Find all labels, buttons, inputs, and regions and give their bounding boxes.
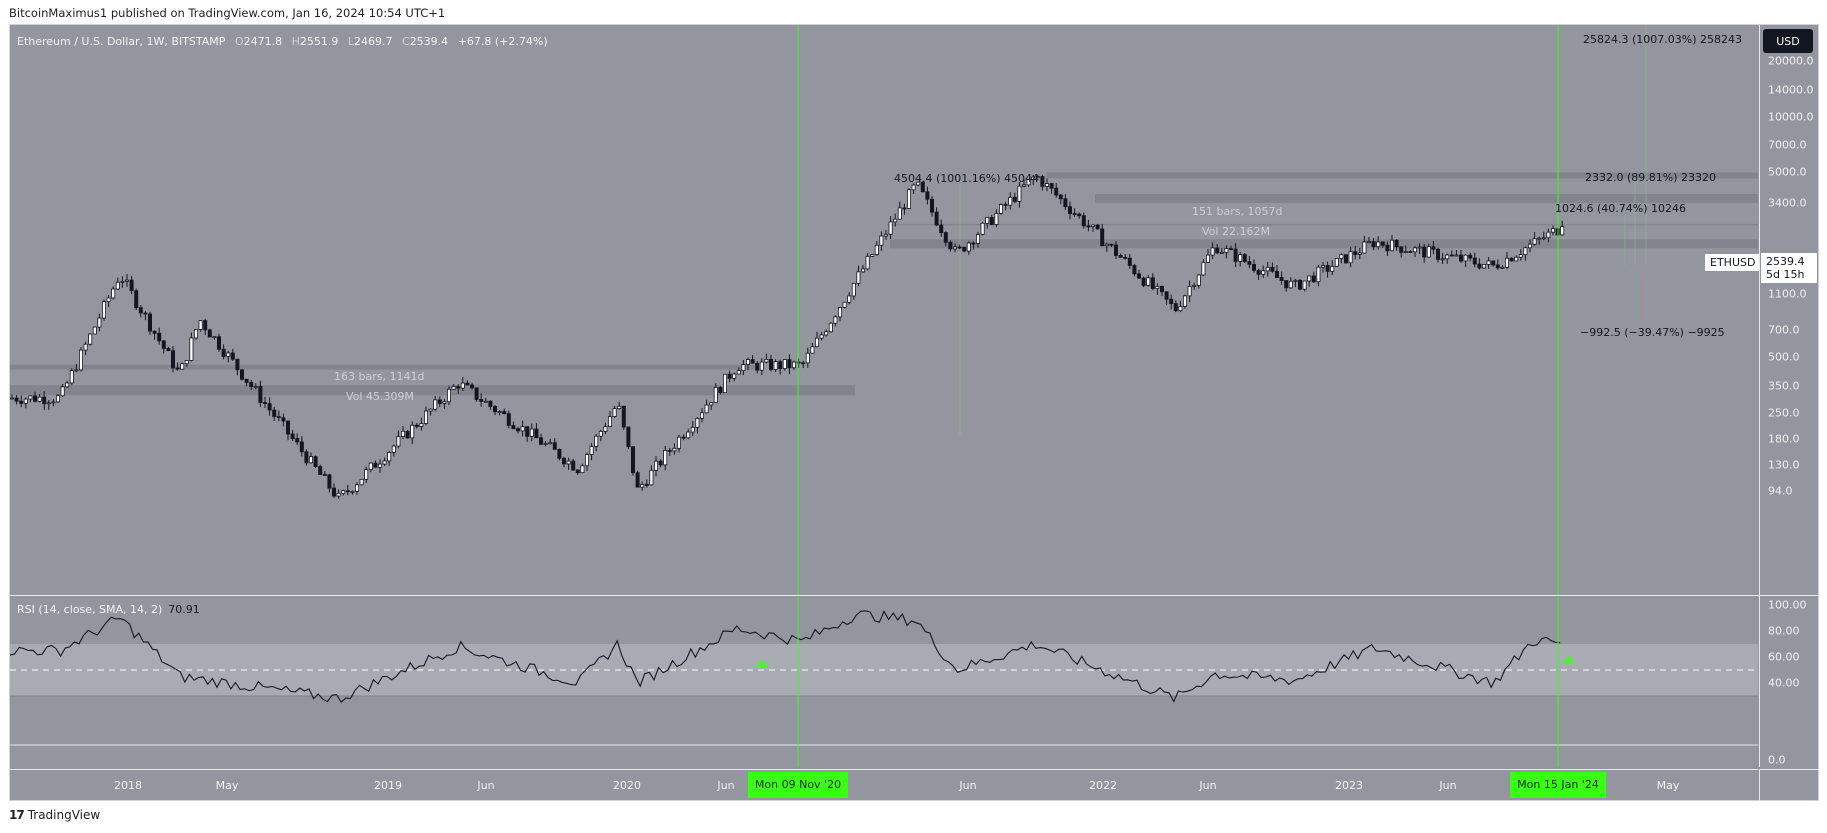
- price-axis[interactable]: USD 20000.0 14000.0 10000.0 7000.0 5000.0 340…: [1759, 25, 1819, 767]
- time-tick: Jun: [477, 779, 495, 792]
- close-value: 2539.4: [409, 35, 449, 48]
- time-tick: 2019: [374, 779, 402, 792]
- time-tick: May: [215, 779, 239, 792]
- measure-label-3: 2332.0 (89.81%) 23320: [1585, 171, 1717, 184]
- rsi-value: 70.91: [168, 603, 200, 616]
- pane-divider[interactable]: [10, 595, 1818, 596]
- range1-bars-label: 163 bars, 1141d: [334, 370, 425, 383]
- low-value: 2469.7: [354, 35, 393, 48]
- range2-bars-label: 151 bars, 1057d: [1192, 205, 1283, 218]
- measure-label-2: 25824.3 (1007.03%) 258243: [1583, 33, 1742, 46]
- publisher-line: BitcoinMaximus1 published on TradingView…: [9, 6, 446, 20]
- tradingview-logo-icon: 17: [9, 808, 25, 822]
- price-tick: 700.0: [1768, 323, 1800, 337]
- price-tick: 3400.0: [1768, 196, 1807, 210]
- rsi-legend: RSI (14, close, SMA, 14, 2) 70.91: [17, 603, 200, 616]
- rsi-label: RSI (14, close, SMA, 14, 2): [17, 603, 163, 616]
- crosshair-date-label: Mon 09 Nov '20: [747, 772, 849, 798]
- high-value: 2551.9: [299, 35, 339, 48]
- open-value: 2471.8: [243, 35, 283, 48]
- rsi-tick: 40.00: [1768, 676, 1800, 690]
- rsi-chart: [10, 597, 1758, 767]
- time-tick: Jun: [717, 779, 735, 792]
- last-price: 2539.4: [1766, 255, 1805, 268]
- symbol-title: Ethereum / U.S. Dollar, 1W, BITSTAMP: [17, 35, 226, 48]
- time-tick: May: [1656, 779, 1680, 792]
- time-tick: 2022: [1089, 779, 1117, 792]
- price-tick: 5000.0: [1768, 165, 1807, 179]
- rsi-pane[interactable]: RSI (14, close, SMA, 14, 2) 70.91: [10, 597, 1758, 767]
- price-tick: 10000.0: [1768, 110, 1814, 124]
- rsi-tick: 80.00: [1768, 624, 1800, 638]
- price-tick: 180.0: [1768, 432, 1800, 446]
- measure-label-5: −992.5 (−39.47%) −9925: [1580, 326, 1725, 339]
- range2-vol-label: Vol 22.162M: [1202, 225, 1270, 238]
- rsi-tick: 60.00: [1768, 650, 1800, 664]
- price-tick: 14000.0: [1768, 83, 1814, 97]
- currency-button[interactable]: USD: [1763, 29, 1813, 53]
- time-tick: 2018: [114, 779, 142, 792]
- chart-frame: Ethereum / U.S. Dollar, 1W, BITSTAMP O24…: [9, 24, 1819, 801]
- price-tick: 350.0: [1768, 379, 1800, 393]
- price-pane[interactable]: Ethereum / U.S. Dollar, 1W, BITSTAMP O24…: [10, 25, 1761, 595]
- symbol-legend: Ethereum / U.S. Dollar, 1W, BITSTAMP O24…: [17, 35, 548, 48]
- price-tick: 500.0: [1768, 350, 1800, 364]
- change-value: +67.8 (+2.74%): [457, 35, 548, 48]
- price-tick: 7000.0: [1768, 138, 1807, 152]
- rsi-tick: 100.00: [1768, 598, 1807, 612]
- time-axis[interactable]: 2018 May 2019 Jun 2020 Jun Mon 09 Nov '20 Jun 20…: [10, 769, 1758, 801]
- rsi-zero-tick: 0.0: [1768, 753, 1786, 767]
- measure-label-1: 4504.4 (1001.16%) 45044: [894, 172, 1039, 185]
- measure-label-4: 1024.6 (40.74%) 10246: [1555, 202, 1687, 215]
- bar-countdown: 5d 15h: [1766, 268, 1805, 281]
- price-tick: 250.0: [1768, 406, 1800, 420]
- time-tick: Jun: [1439, 779, 1457, 792]
- symbol-price-tag: ETHUSD: [1705, 254, 1761, 271]
- time-tick: 2020: [613, 779, 641, 792]
- time-tick: Jun: [959, 779, 977, 792]
- price-tick: 1100.0: [1768, 287, 1807, 301]
- axis-corner: [1759, 769, 1819, 801]
- price-tick: 94.0: [1768, 484, 1793, 498]
- time-tick: 2023: [1335, 779, 1363, 792]
- range1-vol-label: Vol 45.309M: [346, 390, 414, 403]
- time-tick: Jun: [1199, 779, 1217, 792]
- price-tick: 130.0: [1768, 458, 1800, 472]
- tradingview-logo[interactable]: 17 TradingView: [9, 808, 100, 822]
- crosshair-date-label: Mon 15 Jan '24: [1510, 772, 1606, 798]
- last-price-tag: 2539.4 5d 15h: [1761, 253, 1817, 283]
- candlestick-chart: [10, 25, 1758, 595]
- price-tick: 20000.0: [1768, 54, 1814, 68]
- brand-name: TradingView: [27, 808, 101, 822]
